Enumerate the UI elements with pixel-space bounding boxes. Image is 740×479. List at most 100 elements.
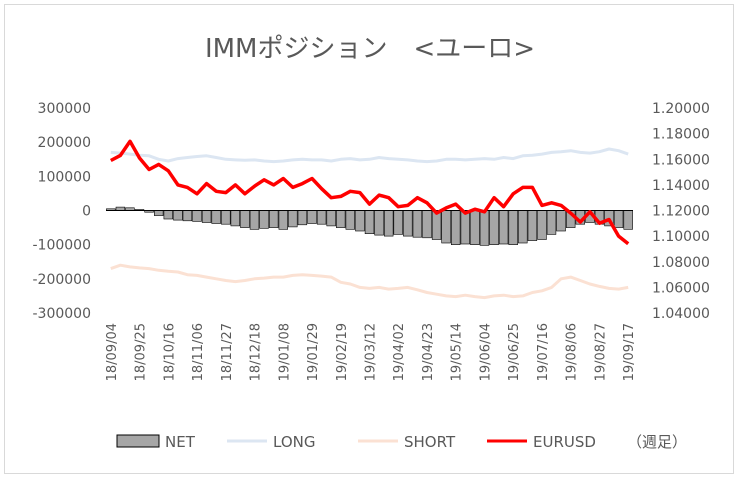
x-tick-label: 19/03/12: [364, 323, 379, 381]
chart-title: IMMポジション <ユーロ>: [205, 34, 535, 64]
net-bar: [297, 210, 308, 226]
net-bar: [278, 210, 288, 230]
legend-label-net: NET: [165, 433, 196, 451]
x-tick-label: 19/06/25: [507, 323, 522, 381]
x-tick-label: 18/11/27: [220, 323, 235, 381]
net-bar: [613, 210, 624, 228]
right-tick-label: 1.04000: [652, 306, 710, 322]
net-bar: [268, 210, 279, 228]
net-bar: [192, 210, 202, 222]
net-bar: [182, 210, 193, 222]
long-line: [110, 147, 629, 164]
legend-label-eurusd: EURUSD: [533, 433, 596, 451]
net-bar: [307, 210, 317, 224]
net-bar: [403, 210, 413, 237]
legend: NET LONG SHORT EURUSD （週足）: [116, 433, 687, 451]
net-bar: [355, 210, 365, 232]
net-bar: [479, 210, 490, 246]
x-tick-label: 18/12/18: [249, 323, 264, 381]
net-bar: [173, 210, 183, 221]
short-line: [110, 263, 629, 300]
left-tick-label: -200000: [33, 272, 92, 288]
net-bar: [326, 210, 336, 227]
x-tick-label: 19/01/29: [306, 323, 321, 381]
legend-label-short: SHORT: [404, 433, 456, 451]
net-bar: [422, 210, 432, 239]
net-bar: [498, 210, 509, 245]
net-bar: [556, 210, 566, 232]
net-bar: [450, 210, 461, 246]
net-bar: [259, 210, 269, 229]
x-tick-label: 19/08/27: [593, 323, 608, 381]
net-bar: [364, 210, 375, 235]
net-bar: [345, 210, 355, 230]
net-bar: [249, 210, 260, 230]
left-tick-label: 100000: [38, 169, 91, 185]
net-bar: [163, 210, 173, 220]
right-tick-label: 1.08000: [652, 255, 710, 271]
net-bar: [211, 210, 221, 224]
right-tick-label: 1.12000: [652, 204, 710, 220]
net-bar: [412, 210, 423, 238]
net-bar: [489, 210, 499, 246]
legend-label-long: LONG: [273, 433, 315, 451]
x-tick-label: 18/11/06: [191, 323, 206, 381]
right-y-axis: 1.20000 1.18000 1.16000 1.14000 1.12000 1.100…: [652, 101, 710, 322]
right-tick-label: 1.10000: [652, 229, 710, 245]
left-tick-label: -300000: [33, 306, 92, 322]
net-bar: [518, 210, 528, 244]
chart-frame: IMMポジション <ユーロ> 300000 200000 100000 0 -10000…: [4, 4, 734, 474]
left-y-axis: 300000 200000 100000 0 -100000 -200000 -300000: [33, 101, 92, 322]
net-bar: [508, 210, 518, 246]
x-tick-label: 19/08/06: [565, 323, 580, 381]
net-bar: [460, 210, 470, 245]
net-bar: [221, 210, 231, 225]
net-bar: [546, 210, 557, 235]
net-bar: [154, 210, 164, 216]
x-tick-label: 19/06/04: [478, 323, 493, 381]
x-tick-label: 19/02/19: [335, 323, 350, 381]
net-bar: [374, 210, 384, 236]
x-axis: 18/09/04 18/09/25 18/10/16 18/11/06 18/11/27…: [105, 323, 637, 381]
right-tick-label: 1.18000: [652, 127, 710, 143]
x-tick-label: 18/09/04: [105, 323, 120, 381]
net-bar: [316, 210, 327, 225]
x-tick-label: 19/07/16: [536, 323, 551, 381]
eurusd-line: [109, 139, 630, 246]
left-tick-label: -100000: [33, 238, 92, 254]
x-tick-label: 19/09/17: [622, 323, 637, 381]
long-series: [110, 147, 629, 164]
x-tick-label: 19/05/14: [450, 323, 465, 381]
eurusd-series: [109, 139, 630, 246]
net-bar: [393, 210, 403, 235]
x-tick-label: 18/10/16: [162, 323, 177, 381]
net-bar: [230, 210, 240, 227]
x-tick-label: 18/09/25: [134, 323, 149, 381]
left-tick-label: 0: [82, 204, 91, 220]
net-bars: [106, 206, 633, 246]
net-bar: [383, 210, 394, 237]
net-bar: [537, 210, 547, 240]
x-tick-label: 19/04/23: [421, 323, 436, 381]
short-series: [110, 263, 629, 300]
net-bar: [623, 210, 633, 230]
net-bar: [335, 210, 346, 228]
net-bar: [441, 210, 451, 244]
net-bar: [201, 210, 212, 223]
combo-chart: IMMポジション <ユーロ> 300000 200000 100000 0 -10000…: [33, 34, 710, 451]
left-tick-label: 200000: [38, 135, 91, 151]
left-tick-label: 300000: [38, 101, 91, 117]
legend-swatch-net: [116, 434, 160, 448]
legend-note: （週足）: [627, 433, 687, 451]
right-tick-label: 1.06000: [652, 280, 710, 296]
right-tick-label: 1.20000: [652, 101, 710, 117]
net-bar: [288, 210, 298, 228]
x-tick-label: 19/01/08: [277, 323, 292, 381]
net-bar: [240, 210, 250, 228]
net-bar: [115, 206, 126, 211]
x-tick-label: 19/04/02: [392, 323, 407, 381]
right-tick-label: 1.14000: [652, 178, 710, 194]
net-bar: [470, 210, 480, 246]
right-tick-label: 1.16000: [652, 152, 710, 168]
net-bar: [527, 210, 538, 241]
